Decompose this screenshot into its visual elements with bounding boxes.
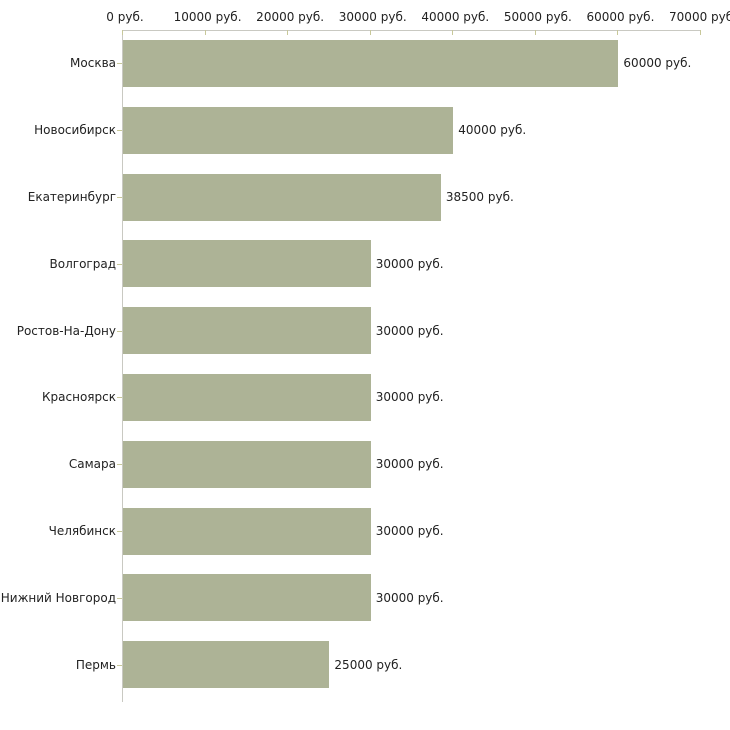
bar bbox=[123, 440, 371, 488]
x-axis-tick-label: 40000 руб. bbox=[421, 10, 490, 24]
value-label: 40000 руб. bbox=[458, 123, 527, 138]
category-label: Ростов-На-Дону bbox=[16, 323, 116, 338]
value-label: 30000 руб. bbox=[375, 256, 444, 271]
category-label: Красноярск bbox=[42, 390, 116, 405]
x-axis-tick-label: 0 руб. bbox=[106, 10, 144, 24]
value-label: 30000 руб. bbox=[375, 323, 444, 338]
category-label: Новосибирск bbox=[34, 123, 116, 138]
y-axis-tick bbox=[117, 531, 122, 532]
x-axis-tick-label: 50000 руб. bbox=[503, 10, 572, 24]
y-axis-tick bbox=[117, 63, 122, 65]
category-label: Самара bbox=[68, 457, 116, 472]
y-axis-tick bbox=[117, 263, 122, 265]
bar bbox=[123, 574, 371, 622]
value-label: 30000 руб. bbox=[375, 457, 444, 472]
value-label: 30000 руб. bbox=[375, 524, 444, 538]
bar bbox=[123, 307, 371, 355]
x-axis-tick bbox=[452, 30, 454, 35]
y-axis-tick bbox=[117, 130, 122, 132]
x-axis-tick bbox=[369, 30, 371, 35]
y-axis-tick bbox=[117, 197, 122, 198]
x-axis-line bbox=[122, 30, 700, 31]
category-label: Пермь bbox=[75, 657, 116, 672]
x-axis-tick-label: 20000 руб. bbox=[256, 10, 325, 24]
bar bbox=[123, 507, 371, 555]
bar bbox=[123, 641, 330, 689]
x-axis-tick-label: 60000 руб. bbox=[586, 10, 655, 24]
x-axis-tick-label: 10000 руб. bbox=[173, 10, 242, 24]
bar bbox=[123, 173, 441, 221]
x-axis-tick bbox=[534, 30, 536, 35]
y-axis-tick bbox=[117, 464, 122, 466]
x-axis-tick bbox=[617, 30, 619, 35]
category-label: Нижний Новгород bbox=[0, 590, 116, 605]
bar bbox=[123, 373, 371, 421]
x-axis-tick-label: 70000 руб. bbox=[669, 10, 730, 24]
category-label: Челябинск bbox=[48, 524, 116, 538]
value-label: 25000 руб. bbox=[334, 657, 403, 672]
bar bbox=[123, 39, 619, 87]
value-label: 38500 руб. bbox=[445, 190, 514, 204]
category-label: Волгоград bbox=[49, 256, 116, 271]
category-label: Москва bbox=[70, 56, 116, 71]
y-axis-line bbox=[122, 30, 123, 702]
x-axis-tick bbox=[287, 30, 289, 35]
value-label: 30000 руб. bbox=[375, 390, 444, 405]
y-axis-tick bbox=[117, 330, 122, 332]
x-axis-tick bbox=[122, 30, 123, 35]
bar bbox=[123, 106, 454, 154]
value-label: 30000 руб. bbox=[375, 590, 444, 605]
y-axis-tick bbox=[117, 397, 122, 399]
y-axis-tick bbox=[117, 597, 122, 599]
bar bbox=[123, 240, 371, 288]
value-label: 60000 руб. bbox=[623, 56, 692, 71]
x-axis-tick bbox=[700, 30, 701, 35]
category-label: Екатеринбург bbox=[27, 190, 116, 204]
x-axis-tick bbox=[204, 30, 206, 35]
x-axis-tick-label: 30000 руб. bbox=[338, 10, 407, 24]
y-axis-tick bbox=[117, 664, 122, 666]
